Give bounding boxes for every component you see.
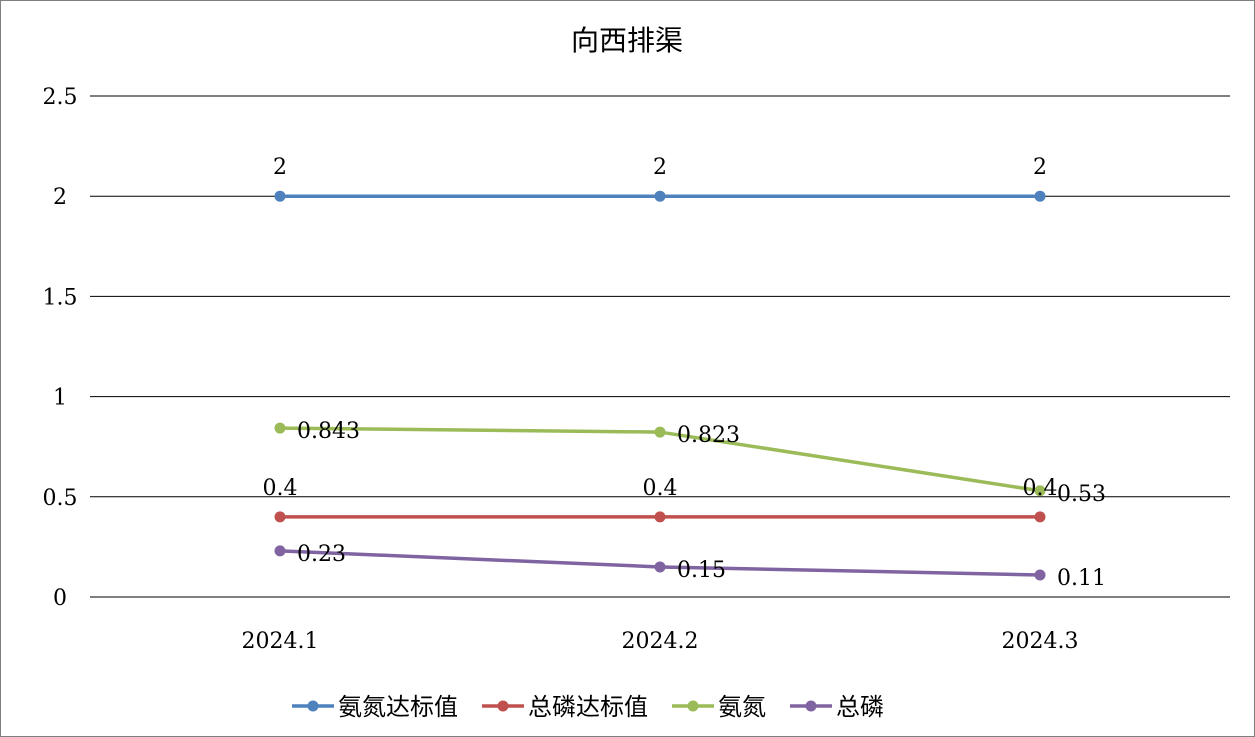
- data-label: 0.15: [677, 558, 726, 583]
- data-label: 2: [273, 155, 287, 180]
- y-tick-label: 1: [53, 386, 67, 411]
- data-point: [654, 426, 666, 438]
- chart-title: 向西排渠: [571, 24, 683, 57]
- data-point: [274, 422, 286, 434]
- data-point: [1034, 511, 1046, 523]
- data-label: 0.823: [677, 423, 740, 448]
- x-tick-label: 2024.1: [242, 629, 319, 654]
- y-tick-label: 2.5: [43, 85, 78, 110]
- data-point: [654, 190, 666, 202]
- y-tick-label: 1.5: [43, 285, 78, 310]
- data-label: 0.4: [643, 476, 678, 501]
- data-label: 0.4: [263, 476, 298, 501]
- data-point: [654, 561, 666, 573]
- data-point: [1034, 485, 1046, 497]
- legend-swatch-marker: [805, 700, 817, 712]
- data-label: 0.53: [1057, 482, 1106, 507]
- data-label: 2: [653, 155, 667, 180]
- data-point: [274, 511, 286, 523]
- legend-swatch-marker: [307, 700, 319, 712]
- data-point: [1034, 190, 1046, 202]
- data-label: 0.4: [1023, 476, 1058, 501]
- legend-item: 氨氮达标值: [292, 693, 458, 721]
- legend-item: 总磷: [790, 693, 884, 721]
- series-lines: [274, 190, 1046, 581]
- legend-item: 氨氮: [672, 693, 766, 721]
- data-label: 0.23: [297, 542, 346, 567]
- y-tick-label: 0.5: [43, 486, 78, 511]
- data-labels: 2 2 2 0.4 0.4 0.4 0.843 0.823 0.53 0.23 0.15 0.11: [263, 155, 1106, 591]
- legend-item: 总磷达标值: [482, 693, 648, 721]
- legend-label: 总磷: [836, 693, 884, 721]
- data-label: 0.11: [1057, 566, 1106, 591]
- legend-swatch-marker: [687, 700, 699, 712]
- data-label: 2: [1033, 155, 1047, 180]
- data-point: [274, 545, 286, 557]
- y-tick-label: 0: [53, 586, 67, 611]
- legend-label: 总磷达标值: [528, 693, 648, 721]
- data-point: [1034, 569, 1046, 581]
- legend-label: 氨氮达标值: [338, 693, 458, 721]
- data-point: [654, 511, 666, 523]
- x-axis-ticks: 2024.1 2024.2 2024.3: [242, 629, 1079, 654]
- data-point: [274, 190, 286, 202]
- y-tick-label: 2: [53, 185, 67, 210]
- data-label: 0.843: [297, 419, 360, 444]
- y-axis-ticks: 0 0.5 1 1.5 2 2.5: [43, 85, 78, 611]
- legend-swatch-marker: [497, 700, 509, 712]
- legend-label: 氨氮: [718, 693, 766, 721]
- legend: 氨氮达标值 总磷达标值 氨氮 总磷: [292, 693, 884, 721]
- x-tick-label: 2024.3: [1002, 629, 1079, 654]
- x-tick-label: 2024.2: [622, 629, 699, 654]
